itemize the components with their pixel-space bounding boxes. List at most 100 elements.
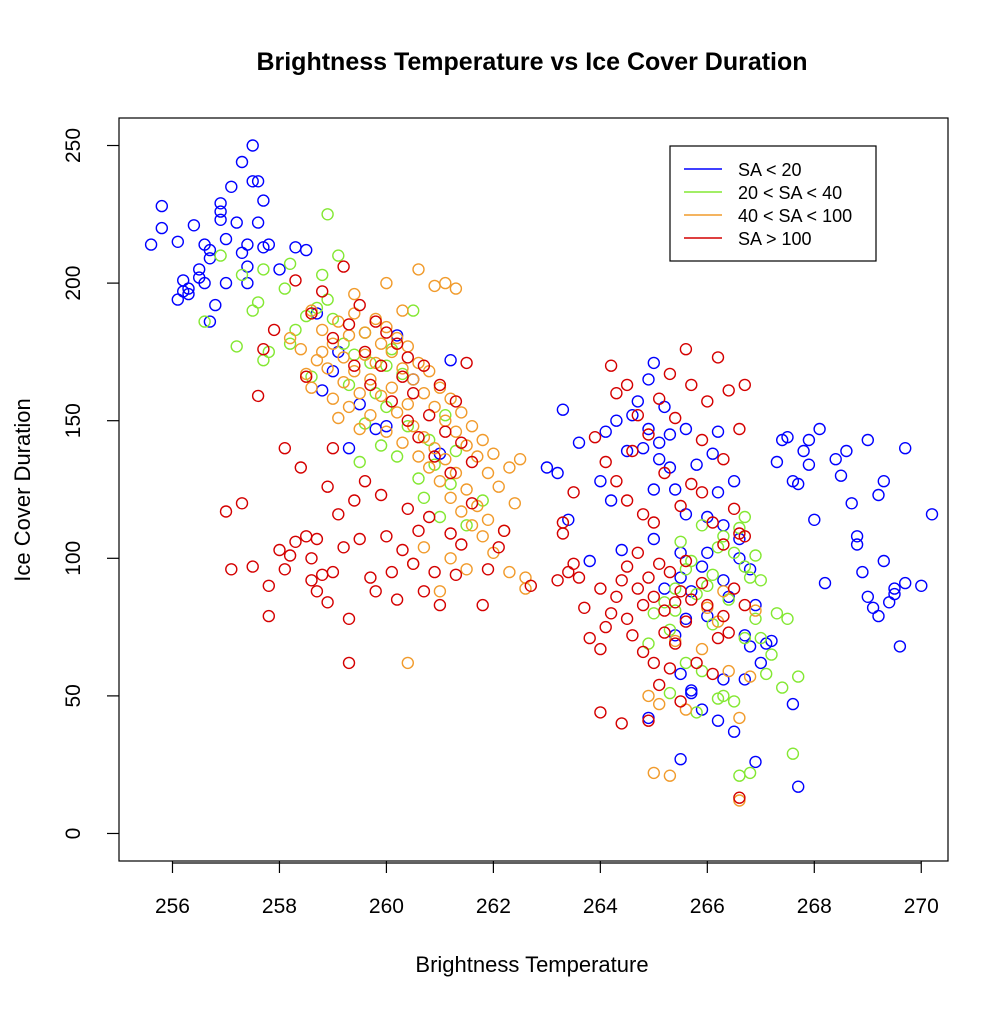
data-point — [214, 249, 227, 262]
data-point — [374, 337, 388, 350]
data-point — [749, 612, 762, 625]
data-point — [257, 194, 270, 207]
data-point — [262, 579, 275, 592]
data-point — [540, 461, 554, 474]
data-point — [663, 367, 677, 381]
data-point — [449, 568, 463, 581]
data-point — [417, 431, 431, 444]
data-point — [706, 667, 719, 681]
data-point — [348, 494, 361, 507]
data-point — [364, 571, 377, 584]
data-point — [348, 359, 361, 372]
data-point — [685, 477, 698, 491]
data-point — [760, 667, 773, 681]
data-point — [583, 631, 596, 645]
data-point — [358, 345, 372, 359]
data-point — [829, 453, 842, 466]
data-point — [412, 472, 425, 485]
data-point — [396, 543, 409, 557]
data-point — [492, 541, 505, 554]
data-point — [711, 425, 725, 438]
data-point — [214, 213, 227, 227]
data-point — [770, 455, 784, 469]
data-point — [556, 516, 570, 529]
data-point — [353, 387, 366, 400]
data-point — [380, 425, 393, 438]
data-point — [653, 453, 666, 466]
data-point — [337, 351, 350, 364]
data-point — [321, 362, 334, 375]
data-point — [283, 257, 297, 270]
data-point — [792, 780, 805, 793]
data-point — [283, 331, 297, 345]
data-point — [326, 565, 340, 579]
data-point — [738, 510, 751, 524]
data-point — [390, 337, 404, 350]
data-point — [588, 431, 602, 444]
data-point — [171, 235, 185, 249]
data-point — [235, 497, 249, 510]
data-point — [792, 477, 805, 491]
data-point — [808, 513, 821, 526]
data-point — [230, 216, 243, 229]
data-point — [353, 455, 366, 469]
data-point — [642, 571, 655, 584]
data-point — [316, 345, 329, 359]
data-point — [449, 282, 463, 295]
data-point — [711, 486, 725, 499]
data-point — [465, 455, 479, 469]
data-point — [642, 428, 655, 441]
data-point — [353, 532, 366, 546]
legend-label: SA < 20 — [738, 160, 802, 180]
legend-label: SA > 100 — [738, 229, 812, 249]
data-point — [433, 475, 447, 488]
data-point — [481, 466, 495, 480]
data-point — [610, 475, 623, 488]
data-point — [407, 387, 420, 400]
data-point — [663, 769, 677, 782]
data-point — [802, 433, 816, 447]
data-point — [727, 502, 741, 515]
data-point — [476, 433, 489, 447]
data-point — [321, 208, 334, 221]
data-point — [695, 486, 709, 499]
data-point — [738, 598, 751, 612]
x-axis-label: Brightness Temperature — [415, 952, 648, 977]
data-point — [374, 488, 388, 502]
data-point — [594, 642, 607, 656]
data-point — [439, 276, 452, 290]
data-point — [251, 216, 265, 229]
data-point — [850, 530, 864, 543]
data-point — [396, 304, 409, 317]
data-point — [433, 378, 447, 392]
data-point — [401, 656, 414, 670]
data-point — [503, 461, 516, 474]
data-point — [599, 455, 612, 469]
data-point — [390, 406, 404, 419]
data-point — [305, 574, 318, 587]
data-point — [508, 497, 521, 510]
data-point — [283, 337, 297, 350]
data-point — [722, 384, 735, 397]
data-point — [877, 554, 890, 568]
data-point — [460, 519, 473, 532]
data-point — [647, 656, 660, 670]
data-point — [888, 582, 901, 595]
data-point — [305, 552, 318, 565]
data-point — [749, 604, 762, 617]
data-point — [326, 331, 340, 345]
legend-label: 40 < SA < 100 — [738, 206, 852, 226]
data-point — [551, 466, 564, 480]
data-point — [305, 307, 318, 320]
data-point — [374, 359, 388, 372]
data-point — [396, 370, 409, 383]
data-point — [251, 296, 265, 309]
data-point — [743, 766, 757, 780]
data-point — [604, 359, 618, 372]
data-point — [455, 406, 468, 419]
data-point — [401, 420, 414, 433]
data-point — [321, 596, 334, 609]
data-point — [695, 642, 709, 656]
data-point — [663, 428, 677, 441]
data-point — [342, 318, 356, 331]
